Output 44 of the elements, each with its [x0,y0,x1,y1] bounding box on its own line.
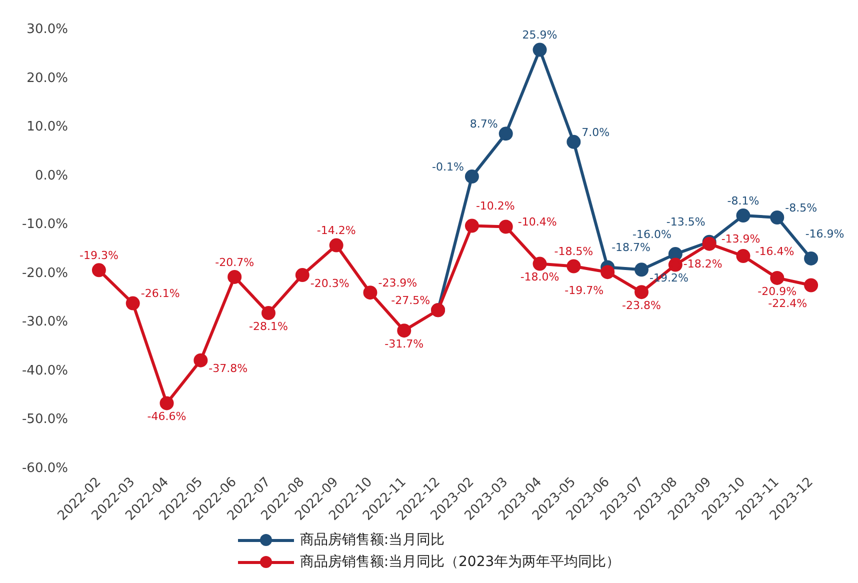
data-label: -8.1% [727,194,760,208]
data-label: -23.9% [378,276,418,290]
data-label: -26.1% [140,287,180,300]
legend-label: 商品房销售额:当月同比 [300,531,445,549]
y-tick-label: 20.0% [26,70,68,86]
y-tick-label: -40.0% [22,363,68,378]
data-label: -10.2% [476,200,515,213]
data-label: -16.9% [805,227,844,240]
y-tick-label: 30.0% [26,22,68,38]
data-label: 8.7% [470,118,498,130]
data-label: -14.2% [316,224,356,238]
data-label: -18.0% [520,270,560,284]
data-label: -13.5% [666,216,706,229]
data-label: -8.5% [785,201,818,214]
data-label: -18.7% [612,241,651,254]
data-label: -19.7% [564,284,604,297]
y-tick-label: -20.0% [22,266,68,281]
data-label: -37.8% [208,362,248,376]
data-label: -20.7% [215,256,254,269]
y-tick-label: -10.0% [22,217,68,232]
data-label: -20.3% [310,276,350,290]
data-label: -0.1% [432,160,464,174]
data-label: -27.5% [391,294,430,307]
data-label: -10.4% [518,216,557,229]
data-label: -18.5% [554,245,594,258]
data-label: -13.9% [721,232,760,246]
y-tick-label: -30.0% [22,314,68,330]
data-label: -23.8% [622,298,661,312]
data-label: -46.6% [147,410,186,424]
data-label: 7.0% [582,126,610,139]
data-label: -19.3% [79,249,118,262]
data-label: -20.9% [758,284,797,298]
data-label: -18.2% [683,258,722,271]
y-tick-label: -50.0% [22,412,68,428]
y-tick-label: -60.0% [22,460,68,476]
data-label: -22.4% [768,297,808,310]
data-label: -28.1% [249,320,288,333]
y-tick-label: 0.0% [34,168,68,184]
y-tick-label: 10.0% [26,120,68,135]
data-label: -16.4% [755,244,794,258]
data-label: -16.0% [632,228,672,241]
data-label: -31.7% [384,337,424,350]
data-label: 25.9% [522,28,558,42]
legend-label: 商品房销售额:当月同比（2023年为两年平均同比） [300,553,620,571]
